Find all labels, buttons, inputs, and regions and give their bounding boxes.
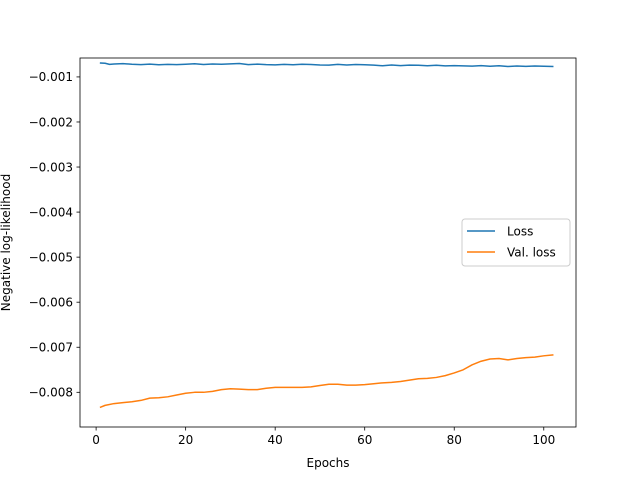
x-tick-label: 0: [92, 433, 100, 447]
x-tick-label: 100: [532, 433, 555, 447]
legend-label-val-loss: Val. loss: [507, 246, 556, 260]
y-tick-label: −0.006: [29, 295, 73, 309]
y-tick-label: −0.007: [29, 341, 73, 355]
y-tick-label: −0.003: [29, 160, 73, 174]
x-axis-label: Epochs: [307, 456, 350, 470]
x-axis-ticks: 0 20 40 60 80 100: [92, 427, 555, 447]
x-tick-label: 80: [447, 433, 462, 447]
y-tick-label: −0.002: [29, 115, 73, 129]
series-layer: [99, 62, 554, 409]
legend-label-loss: Loss: [507, 225, 533, 239]
legend: Loss Val. loss: [461, 218, 571, 267]
series-line-loss: [99, 62, 554, 68]
y-tick-label: −0.004: [29, 205, 73, 219]
y-tick-label: −0.008: [29, 386, 73, 400]
y-tick-label: −0.005: [29, 250, 73, 264]
x-tick-label: 40: [268, 433, 283, 447]
y-axis-ticks: −0.008 −0.007 −0.006 −0.005 −0.004 −0.003 −0.0…: [29, 70, 80, 400]
x-tick-label: 20: [178, 433, 193, 447]
y-tick-label: −0.001: [29, 70, 73, 84]
x-tick-label: 60: [357, 433, 372, 447]
series-line-val-loss: [99, 354, 554, 409]
y-axis-label: Negative log-likelihood: [0, 174, 13, 311]
plot-frame: [79, 57, 577, 428]
